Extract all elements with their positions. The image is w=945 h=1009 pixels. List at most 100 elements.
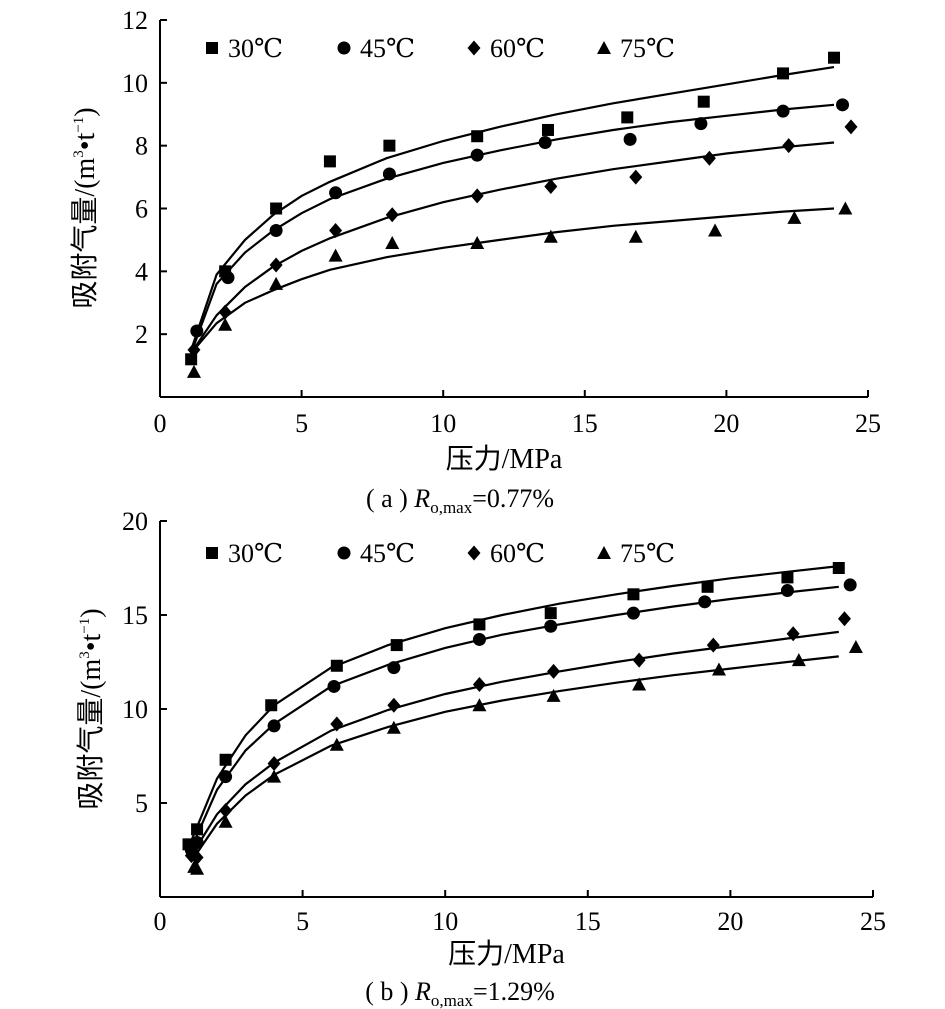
data-point-square (330, 659, 343, 672)
data-point-triangle (329, 737, 344, 751)
x-tick-label: 10 (430, 409, 456, 438)
y-tick-label: 4 (135, 257, 148, 286)
y-axis-title: 吸附气量/(m3•t−1) (75, 608, 107, 809)
data-point-triangle (470, 236, 485, 250)
data-point-circle (698, 595, 712, 609)
data-point-circle (221, 271, 235, 285)
chart-panel-a: 0 5 10 15 20 25 2 4 6 8 10 12 30℃ 45℃ 60℃ 75℃ 压力/MPa 吸附气量… (69, 6, 881, 517)
data-point-square (219, 753, 232, 766)
x-axis-title: 压力/MPa (448, 938, 565, 970)
legend-marker-triangle (597, 546, 611, 559)
data-point-square (777, 67, 790, 80)
fit-curve-circle (190, 103, 835, 354)
data-point-triangle (546, 688, 561, 702)
x-tick-label: 0 (154, 907, 167, 936)
fit-curve-square (190, 66, 835, 351)
data-point-square (265, 699, 278, 712)
data-point-triangle (708, 223, 723, 237)
fit-curve-circle (190, 585, 839, 849)
data-point-square (541, 123, 554, 136)
data-point-diamond (544, 179, 558, 195)
data-point-triangle (838, 201, 853, 215)
data-point-circle (780, 584, 794, 598)
data-point-circle (267, 719, 281, 733)
data-point-square (627, 588, 640, 601)
data-point-triangle (190, 861, 205, 875)
legend-label: 60℃ (490, 34, 545, 63)
y-tick-label: 10 (122, 695, 148, 724)
data-point-square (828, 51, 841, 64)
fit-curve-diamond (190, 141, 835, 354)
data-point-circle (269, 223, 283, 237)
x-axis-title: 压力/MPa (446, 443, 563, 475)
y-tick-label: 12 (122, 6, 148, 35)
legend-label: 60℃ (490, 539, 545, 568)
data-point-triangle (711, 662, 726, 676)
data-point-circle (694, 117, 708, 131)
legend-label: 45℃ (360, 34, 415, 63)
data-point-circle (382, 167, 396, 181)
legend-label: 30℃ (228, 539, 283, 568)
data-point-diamond (844, 119, 858, 135)
data-point-square (323, 155, 336, 168)
data-point-circle (470, 148, 484, 162)
data-point-diamond (329, 222, 343, 238)
data-point-square (471, 130, 484, 143)
data-point-diamond (472, 677, 486, 693)
y-tick-label: 15 (122, 601, 148, 630)
data-point-triangle (791, 653, 806, 667)
x-tick-label: 5 (296, 907, 309, 936)
data-point-circle (544, 619, 558, 633)
data-point-triangle (787, 210, 802, 224)
fit-curve-diamond (190, 630, 839, 857)
y-tick-label: 6 (135, 195, 148, 224)
y-tick-label: 20 (122, 507, 148, 536)
data-point-triangle (632, 677, 647, 691)
data-point-circle (843, 578, 857, 592)
data-point-triangle (628, 229, 643, 243)
data-point-circle (329, 186, 343, 200)
y-axis-title: 吸附气量/(m3•t−1) (69, 107, 101, 308)
data-point-diamond (786, 626, 800, 642)
legend-marker-circle (337, 546, 351, 560)
data-point-diamond (330, 716, 344, 732)
data-point-square (781, 571, 794, 584)
data-point-triangle (386, 720, 401, 734)
data-point-square (621, 111, 634, 124)
data-point-square (473, 618, 486, 631)
x-tick-label: 20 (717, 907, 743, 936)
data-point-diamond (706, 637, 720, 653)
data-point-diamond (267, 756, 281, 772)
data-point-triangle (328, 248, 343, 262)
legend-marker-circle (337, 41, 351, 55)
data-point-diamond (629, 169, 643, 185)
legend-marker-triangle (597, 41, 611, 54)
data-point-diamond (702, 150, 716, 166)
x-tick-label: 25 (855, 409, 881, 438)
x-tick-label: 15 (575, 907, 601, 936)
legend-marker-square (206, 42, 218, 54)
legend-marker-diamond (467, 545, 481, 561)
data-point-triangle (218, 317, 233, 331)
data-point-square (390, 639, 403, 652)
fit-curve-square (190, 565, 839, 842)
legend-marker-square (206, 547, 218, 559)
data-point-triangle (385, 236, 400, 250)
chart-panel-b: 0 5 10 15 20 25 5 10 15 20 30℃ 45℃ 60℃ 75℃ 压力/MPa 吸附气量/… (75, 507, 886, 1009)
data-point-diamond (782, 138, 796, 154)
x-tick-label: 0 (154, 409, 167, 438)
data-point-diamond (387, 697, 401, 713)
legend-label: 75℃ (620, 539, 675, 568)
data-point-circle (776, 104, 790, 118)
data-point-triangle (472, 698, 487, 712)
y-tick-label: 2 (135, 320, 148, 349)
legend-label: 30℃ (228, 34, 283, 63)
data-point-square (697, 95, 710, 108)
data-point-square (832, 562, 845, 574)
fit-curve-triangle (190, 655, 839, 862)
data-point-square (701, 580, 714, 593)
y-tick-label: 10 (122, 69, 148, 98)
legend-label: 45℃ (360, 539, 415, 568)
data-point-circle (836, 98, 850, 112)
